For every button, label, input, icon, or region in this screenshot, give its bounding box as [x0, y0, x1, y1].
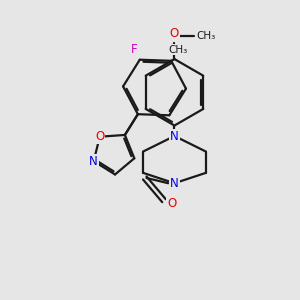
Text: N: N — [170, 130, 179, 142]
Text: O: O — [95, 130, 104, 143]
Text: CH₃: CH₃ — [169, 44, 188, 55]
Text: O: O — [167, 197, 176, 210]
Text: O: O — [170, 27, 179, 40]
Text: N: N — [89, 154, 98, 168]
Text: CH₃: CH₃ — [196, 31, 216, 41]
Text: N: N — [170, 177, 179, 190]
Text: F: F — [131, 43, 138, 56]
